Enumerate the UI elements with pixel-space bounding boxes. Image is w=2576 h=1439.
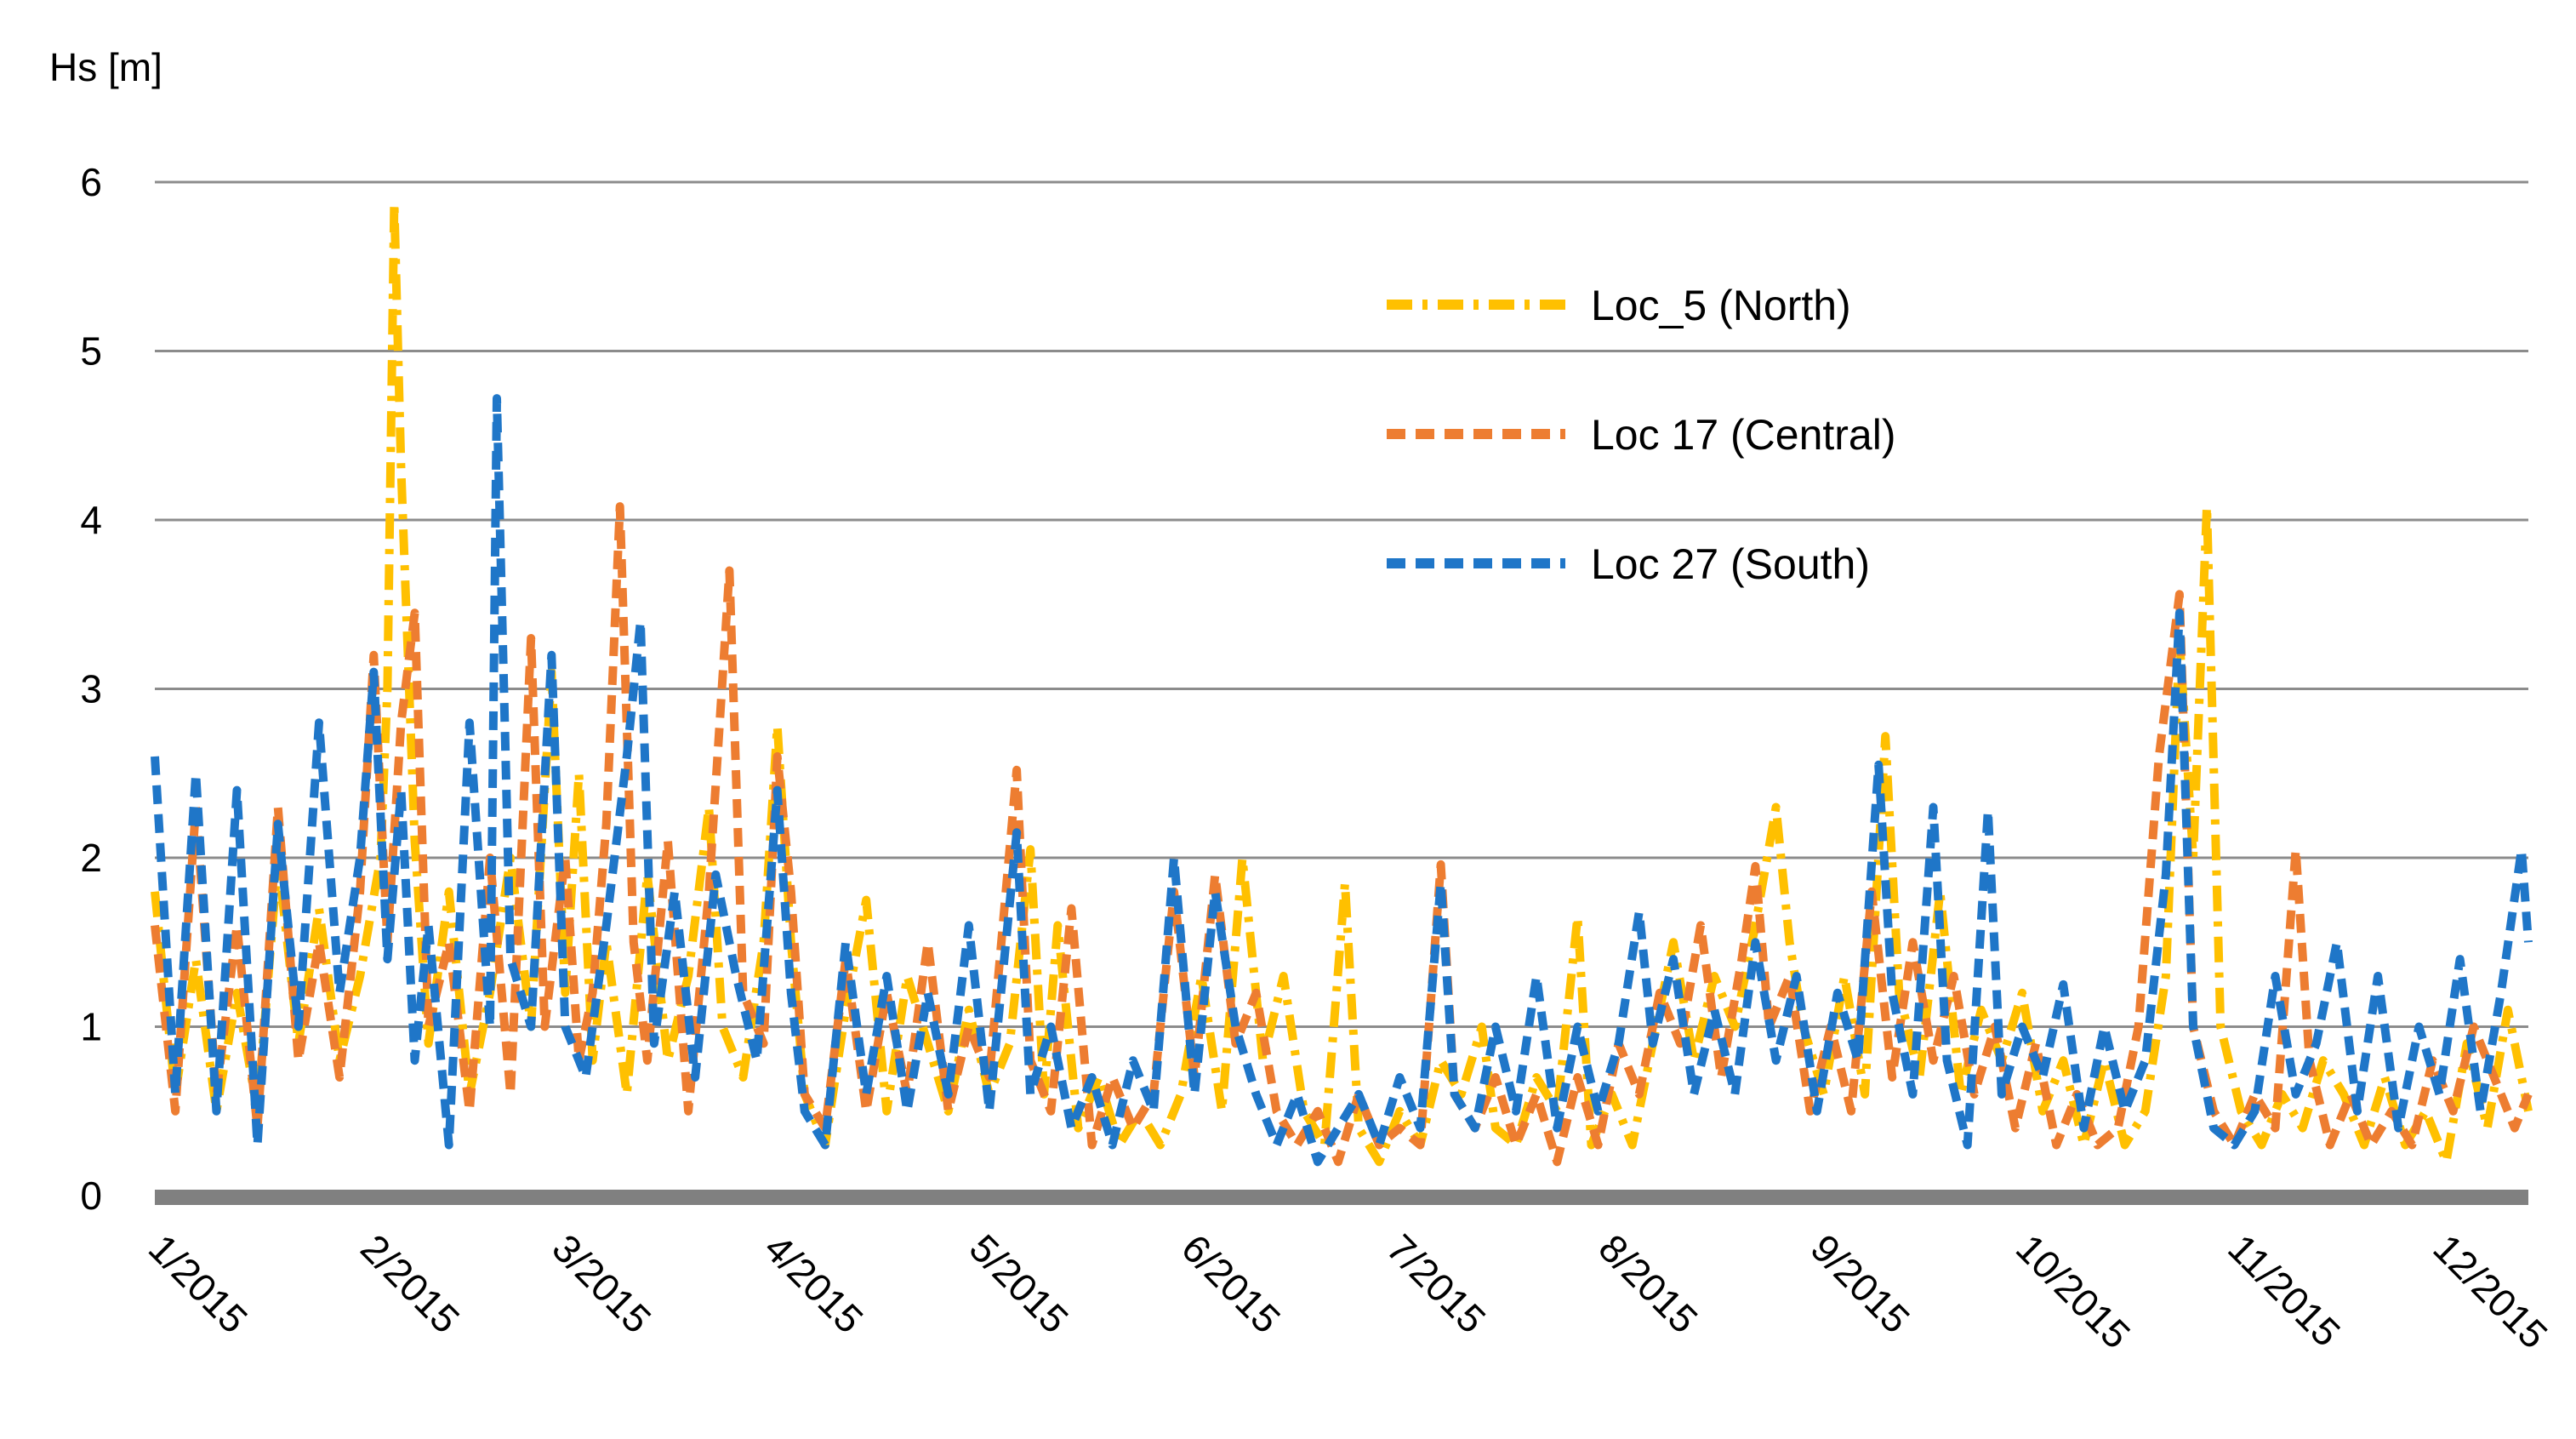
- y-tick-label: 1: [80, 1005, 102, 1049]
- y-tick-label: 5: [80, 329, 102, 374]
- x-tick-label: 11/2015: [2220, 1225, 2349, 1355]
- y-tick-label: 4: [80, 498, 102, 542]
- x-axis-band: [155, 1190, 2528, 1205]
- y-tick-label: 6: [80, 160, 102, 204]
- x-tick-label: 2/2015: [352, 1225, 468, 1341]
- y-tick-label: 0: [80, 1173, 102, 1218]
- legend-label: Loc_5 (North): [1591, 282, 1851, 329]
- x-tick-label: 12/2015: [2425, 1225, 2556, 1356]
- y-tick-label: 2: [80, 836, 102, 880]
- y-axis-title: Hs [m]: [49, 45, 162, 89]
- x-tick-label: 7/2015: [1378, 1225, 1494, 1341]
- series-lines: [151, 197, 2533, 1167]
- x-tick-labels: 1/2015 2/2015 3/2015 4/2015 5/2015 6/2015 7/20…: [140, 1225, 2556, 1356]
- y-tick-label: 3: [80, 667, 102, 711]
- series-line-2: [151, 394, 2533, 1167]
- legend: Loc_5 (North) Loc 17 (Central) Loc 27 (Sou…: [1387, 282, 1896, 588]
- y-tick-labels: 0 1 2 3 4 5 6: [80, 160, 102, 1218]
- legend-label: Loc 17 (Central): [1591, 411, 1896, 459]
- x-tick-label: 8/2015: [1590, 1225, 1706, 1341]
- x-tick-label: 4/2015: [756, 1225, 872, 1341]
- x-tick-label: 6/2015: [1173, 1225, 1289, 1341]
- series-line-0: [151, 197, 2533, 1167]
- x-tick-label: 1/2015: [140, 1225, 256, 1341]
- legend-label: Loc 27 (South): [1591, 540, 1870, 588]
- x-tick-label: 9/2015: [1803, 1225, 1918, 1341]
- x-tick-label: 5/2015: [961, 1225, 1077, 1341]
- x-tick-label: 10/2015: [2008, 1225, 2139, 1356]
- x-tick-label: 3/2015: [544, 1225, 659, 1341]
